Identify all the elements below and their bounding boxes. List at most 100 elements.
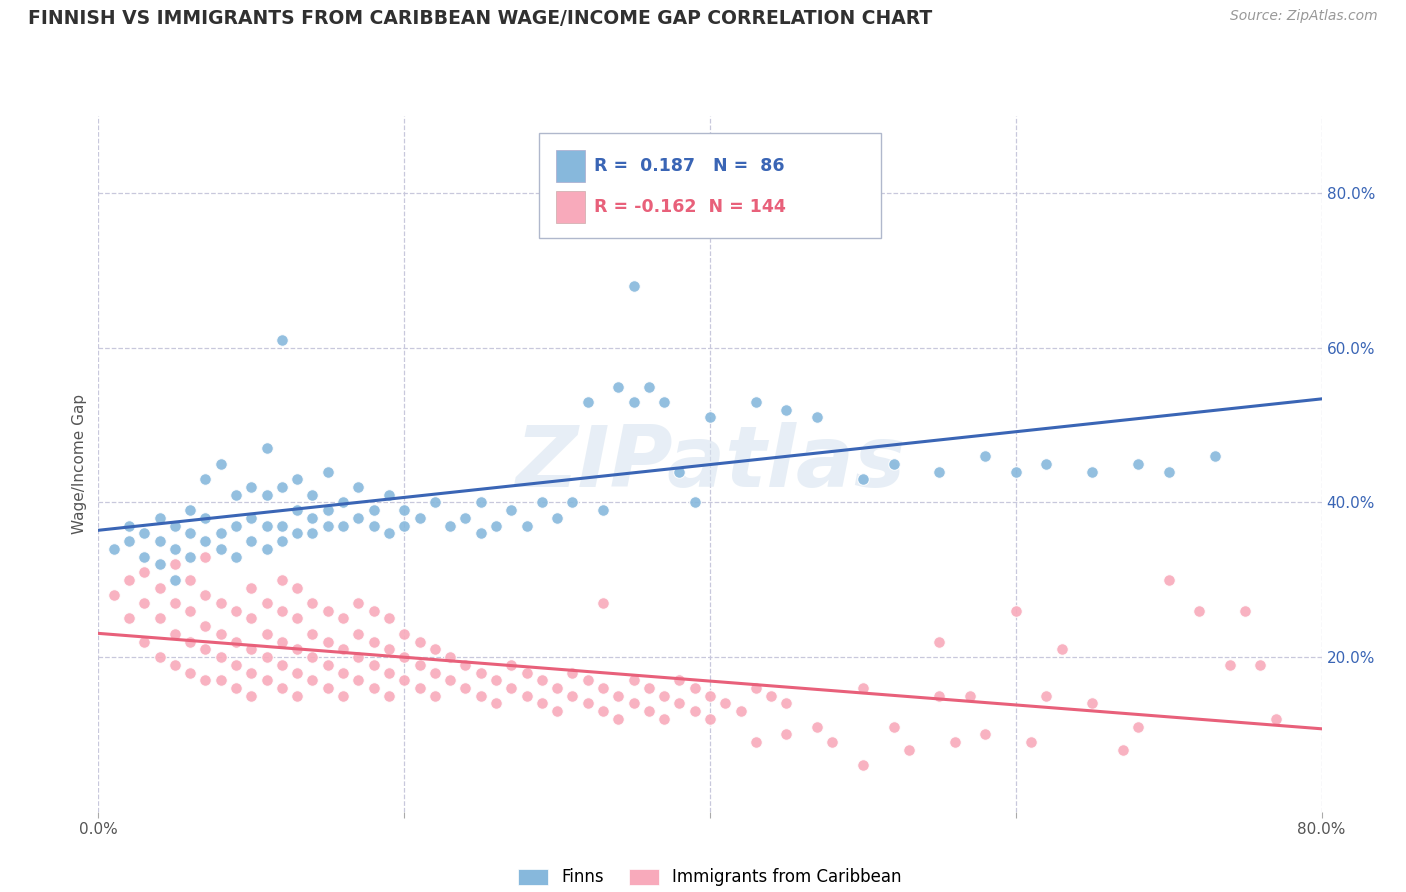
Point <box>240 665 263 680</box>
Point <box>1004 604 1026 618</box>
Point <box>423 689 446 703</box>
Point <box>209 526 232 541</box>
Point <box>454 657 477 672</box>
Point <box>699 410 721 425</box>
Point <box>301 488 323 502</box>
Point <box>209 457 232 471</box>
Point <box>285 665 308 680</box>
Point <box>240 611 263 625</box>
Point <box>194 472 217 486</box>
Point <box>775 727 797 741</box>
Point <box>408 511 430 525</box>
Point <box>883 720 905 734</box>
Point <box>576 395 599 409</box>
Point <box>392 650 416 665</box>
Point <box>683 704 706 718</box>
Point <box>163 627 186 641</box>
Point <box>332 665 354 680</box>
Point <box>821 735 844 749</box>
Point <box>485 673 508 688</box>
Point <box>363 518 385 533</box>
Point <box>392 518 416 533</box>
Point <box>194 549 217 564</box>
Point <box>332 518 354 533</box>
Point <box>1219 657 1241 672</box>
Point <box>652 712 675 726</box>
Point <box>316 503 339 517</box>
Point <box>347 480 370 494</box>
Point <box>301 526 323 541</box>
Point <box>974 449 997 463</box>
Point <box>225 518 247 533</box>
Point <box>1019 735 1042 749</box>
Point <box>592 704 614 718</box>
Text: R = -0.162  N = 144: R = -0.162 N = 144 <box>593 198 786 216</box>
Y-axis label: Wage/Income Gap: Wage/Income Gap <box>72 393 87 534</box>
Point <box>623 279 645 293</box>
Point <box>470 495 492 509</box>
Point <box>1234 604 1257 618</box>
Point <box>1035 457 1057 471</box>
Text: R =  0.187   N =  86: R = 0.187 N = 86 <box>593 157 785 175</box>
Point <box>240 480 263 494</box>
Point <box>1157 465 1180 479</box>
Point <box>1157 573 1180 587</box>
Point <box>301 511 323 525</box>
Point <box>347 596 370 610</box>
Point <box>163 657 186 672</box>
Point <box>316 518 339 533</box>
Point <box>652 395 675 409</box>
Point <box>668 465 690 479</box>
Point <box>561 665 583 680</box>
Point <box>134 634 156 648</box>
Point <box>270 681 292 695</box>
Point <box>103 541 125 556</box>
Point <box>316 604 339 618</box>
Point <box>179 573 201 587</box>
Point <box>347 650 370 665</box>
Point <box>256 442 278 456</box>
Point <box>285 503 308 517</box>
Point <box>516 518 538 533</box>
Point <box>149 511 172 525</box>
Point <box>607 689 630 703</box>
Text: Source: ZipAtlas.com: Source: ZipAtlas.com <box>1230 9 1378 23</box>
Point <box>270 534 292 549</box>
Point <box>576 697 599 711</box>
Point <box>530 495 553 509</box>
Point <box>209 673 232 688</box>
Point <box>501 657 523 672</box>
Point <box>270 518 292 533</box>
Point <box>347 673 370 688</box>
Point <box>285 526 308 541</box>
Point <box>959 689 981 703</box>
Point <box>852 472 875 486</box>
Point <box>209 627 232 641</box>
Point <box>256 627 278 641</box>
Point <box>454 681 477 695</box>
Point <box>256 518 278 533</box>
Point <box>332 611 354 625</box>
Point <box>714 697 737 711</box>
Point <box>378 611 401 625</box>
Text: ZIPatlas: ZIPatlas <box>515 422 905 506</box>
Point <box>1264 712 1286 726</box>
Point <box>194 642 217 657</box>
Point <box>1081 465 1104 479</box>
Point <box>683 681 706 695</box>
Point <box>363 604 385 618</box>
Point <box>179 549 201 564</box>
Point <box>134 549 156 564</box>
Point <box>134 526 156 541</box>
Point <box>316 465 339 479</box>
Point <box>179 634 201 648</box>
Point <box>332 689 354 703</box>
Point <box>149 534 172 549</box>
Point <box>623 225 645 239</box>
Point <box>316 657 339 672</box>
Point <box>225 657 247 672</box>
Point <box>149 581 172 595</box>
Point <box>454 511 477 525</box>
Point <box>301 673 323 688</box>
Point <box>270 657 292 672</box>
